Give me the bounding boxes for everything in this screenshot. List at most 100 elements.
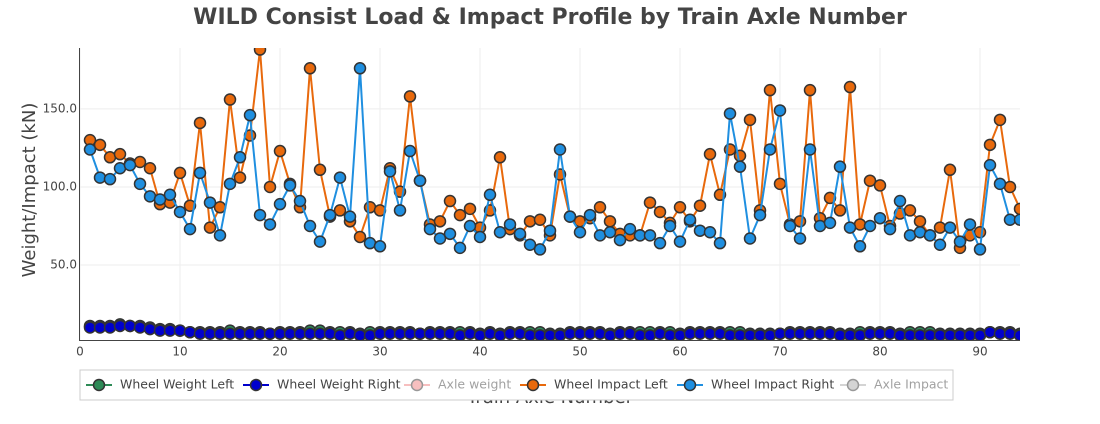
data-point bbox=[273, 144, 287, 158]
x-tick-label: 60 bbox=[672, 345, 687, 359]
data-point bbox=[303, 219, 317, 233]
data-point bbox=[223, 93, 237, 106]
data-point bbox=[493, 329, 507, 340]
data-point bbox=[803, 83, 817, 97]
data-point bbox=[933, 238, 947, 251]
data-point bbox=[943, 163, 957, 177]
data-point bbox=[1003, 327, 1017, 340]
data-point bbox=[453, 329, 467, 340]
data-point bbox=[783, 219, 797, 233]
legend-item: Axle Impact bbox=[840, 377, 948, 392]
data-point bbox=[103, 172, 117, 186]
data-point bbox=[873, 179, 887, 192]
data-point bbox=[743, 113, 757, 127]
data-point bbox=[423, 222, 437, 236]
x-tick-label: 70 bbox=[772, 345, 787, 359]
data-point bbox=[903, 204, 917, 217]
data-point bbox=[313, 235, 327, 248]
data-point bbox=[593, 327, 607, 340]
data-point bbox=[433, 215, 447, 228]
data-point bbox=[173, 205, 187, 219]
data-point bbox=[673, 235, 687, 248]
data-point bbox=[393, 204, 407, 217]
legend-item: Wheel Impact Left bbox=[520, 377, 668, 392]
data-point bbox=[883, 327, 897, 340]
data-point bbox=[973, 243, 987, 256]
data-point bbox=[773, 177, 787, 191]
plot-area bbox=[83, 48, 1020, 340]
legend-item: Axle weight bbox=[404, 377, 511, 392]
data-point bbox=[923, 229, 937, 242]
data-point bbox=[473, 329, 487, 340]
data-point bbox=[653, 205, 667, 219]
data-point bbox=[103, 321, 117, 334]
data-point bbox=[163, 188, 177, 202]
data-point bbox=[313, 163, 327, 177]
data-point bbox=[323, 327, 337, 340]
x-tick-label: 90 bbox=[972, 345, 987, 359]
legend-label: Wheel Impact Right bbox=[711, 377, 834, 392]
data-point bbox=[993, 113, 1007, 127]
y-axis-label: Weight/Impact (kN) bbox=[19, 103, 40, 278]
chart-title: WILD Consist Load & Impact Profile by Tr… bbox=[193, 5, 907, 30]
data-point bbox=[373, 240, 387, 253]
data-point bbox=[493, 151, 507, 164]
data-point bbox=[533, 243, 547, 256]
data-point bbox=[723, 107, 737, 120]
data-point bbox=[463, 202, 477, 216]
legend-label: Axle Impact bbox=[874, 377, 948, 392]
data-point bbox=[653, 327, 667, 340]
data-point bbox=[663, 219, 677, 233]
x-tick-label: 30 bbox=[372, 345, 387, 359]
data-point bbox=[483, 188, 497, 202]
data-point bbox=[983, 138, 997, 152]
grid bbox=[79, 48, 1020, 340]
data-point bbox=[173, 166, 187, 180]
data-point bbox=[603, 226, 617, 239]
data-point bbox=[603, 329, 617, 340]
data-point bbox=[193, 116, 207, 130]
data-point bbox=[913, 215, 927, 228]
data-point bbox=[973, 226, 987, 239]
legend-label: Wheel Weight Left bbox=[120, 377, 234, 392]
y-tick-label: 150.0 bbox=[43, 101, 77, 115]
y-tick-label: 50.0 bbox=[50, 258, 77, 272]
data-point bbox=[853, 329, 867, 340]
data-point bbox=[143, 322, 157, 336]
x-tick-label: 20 bbox=[272, 345, 287, 359]
data-point bbox=[203, 221, 217, 234]
x-tick-label: 40 bbox=[472, 345, 487, 359]
data-point bbox=[523, 238, 537, 251]
data-point bbox=[983, 325, 997, 339]
legend-item: Wheel Weight Right bbox=[243, 377, 401, 392]
data-point bbox=[183, 222, 197, 236]
x-tick-label: 0 bbox=[76, 345, 84, 359]
data-point bbox=[733, 149, 747, 162]
data-point bbox=[943, 221, 957, 234]
data-point bbox=[343, 327, 357, 340]
data-point bbox=[483, 327, 497, 340]
data-point bbox=[353, 230, 367, 244]
data-point bbox=[653, 236, 667, 250]
data-point bbox=[263, 180, 277, 194]
data-point bbox=[303, 62, 317, 75]
data-point bbox=[233, 151, 247, 164]
data-point bbox=[743, 232, 757, 245]
data-point bbox=[193, 166, 207, 180]
data-point bbox=[353, 62, 367, 75]
legend-item: Wheel Impact Right bbox=[677, 377, 834, 392]
data-point bbox=[583, 208, 597, 222]
data-point bbox=[333, 204, 347, 217]
x-tick-label: 50 bbox=[572, 345, 587, 359]
data-point bbox=[233, 171, 247, 184]
data-point bbox=[93, 138, 107, 152]
data-point bbox=[143, 161, 157, 175]
data-point bbox=[343, 210, 357, 223]
data-point bbox=[213, 229, 227, 242]
data-point bbox=[863, 219, 877, 233]
data-point bbox=[953, 235, 967, 248]
data-point bbox=[403, 144, 417, 158]
data-point bbox=[983, 158, 997, 172]
data-point bbox=[323, 208, 337, 222]
